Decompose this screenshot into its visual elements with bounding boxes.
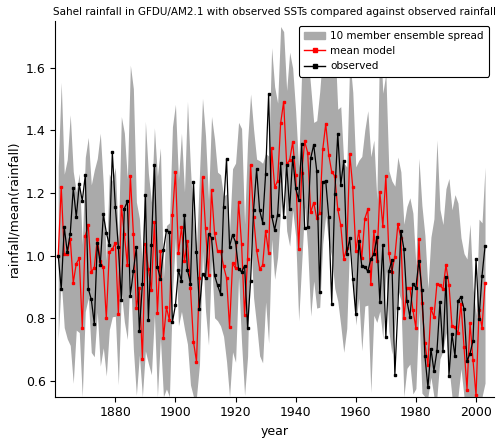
Legend: 10 member ensemble spread, mean model, observed: 10 member ensemble spread, mean model, o… [299,26,489,77]
mean model [244,256,250,262]
observed [425,384,431,390]
observed [266,92,272,97]
observed [166,229,172,235]
X-axis label: year: year [261,425,289,438]
observed [70,185,76,190]
observed [199,271,205,277]
Line: mean model: mean model [57,101,486,397]
observed [229,232,235,238]
mean model [166,318,172,323]
Y-axis label: rainfall/mean(rainfall): rainfall/mean(rainfall) [7,140,20,277]
observed [482,243,488,249]
observed [55,253,61,259]
mean model [473,393,479,398]
mean model [281,99,287,105]
mean model [482,280,488,286]
Line: observed: observed [57,93,486,389]
mean model [229,261,235,266]
mean model [91,265,97,270]
mean model [199,175,205,180]
observed [244,325,250,330]
mean model [70,280,76,285]
Title: Sahel rainfall in GFDU/AM2.1 with observed SSTs compared against observed rainfa: Sahel rainfall in GFDU/AM2.1 with observ… [53,7,496,17]
mean model [55,253,61,259]
observed [91,321,97,327]
